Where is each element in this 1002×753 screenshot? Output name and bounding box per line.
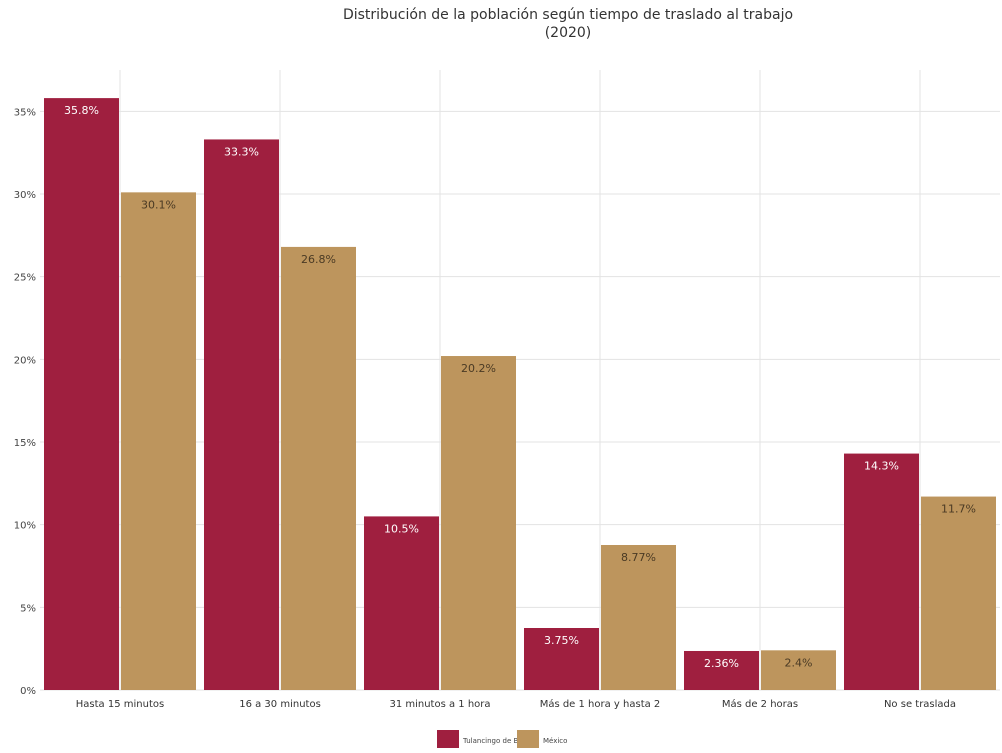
legend-label: México: [543, 737, 567, 745]
legend-swatch: [517, 730, 539, 748]
x-tick-label: Más de 2 horas: [722, 698, 798, 710]
x-tick-label: 31 minutos a 1 hora: [389, 699, 490, 710]
legend: Tulancingo de Bravo México: [437, 730, 567, 748]
data-label: 14.3%: [864, 460, 899, 473]
legend-label: Tulancingo de Bravo: [462, 737, 534, 745]
y-tick-label: 0%: [20, 686, 36, 697]
y-tick-label: 10%: [14, 521, 36, 532]
data-label: 11.7%: [941, 503, 976, 516]
bar-tulancingo: [844, 453, 919, 690]
x-tick-label: Hasta 15 minutos: [76, 699, 164, 710]
data-label: 20.2%: [461, 362, 496, 375]
data-label: 3.75%: [544, 634, 579, 647]
grid: [40, 70, 1000, 691]
data-label: 8.77%: [621, 551, 656, 564]
chart-subtitle: (2020): [545, 25, 592, 41]
legend-swatch: [437, 730, 459, 748]
y-axis: 0% 5% 10% 15% 20% 25% 30% 35%: [14, 107, 36, 697]
y-tick-label: 20%: [14, 355, 36, 366]
data-label: 30.1%: [141, 198, 176, 211]
y-tick-label: 30%: [14, 190, 36, 201]
bars: 35.8% 30.1% 33.3% 26.8% 10.5% 20.2% 3.75% 8.77%…: [44, 98, 996, 690]
bar-mexico: [441, 356, 516, 690]
y-tick-label: 25%: [14, 273, 36, 284]
bar-tulancingo: [524, 628, 599, 690]
bar-mexico: [761, 650, 836, 690]
chart-title: Distribución de la población según tiemp…: [343, 7, 793, 23]
data-label: 10.5%: [384, 522, 419, 535]
bar-mexico: [921, 496, 996, 690]
y-tick-label: 35%: [14, 107, 36, 118]
y-tick-label: 15%: [14, 438, 36, 449]
bar-tulancingo: [204, 139, 279, 690]
data-label: 33.3%: [224, 145, 259, 158]
bar-tulancingo: [364, 516, 439, 690]
data-label: 2.4%: [785, 656, 813, 669]
bar-mexico: [281, 246, 356, 690]
x-tick-label: 16 a 30 minutos: [239, 699, 321, 710]
data-label: 26.8%: [301, 253, 336, 266]
data-label: 2.36%: [704, 657, 739, 670]
bar-tulancingo: [44, 98, 119, 690]
x-axis: Hasta 15 minutos 16 a 30 minutos 31 minuto…: [76, 698, 956, 710]
x-tick-label: Más de 1 hora y hasta 2: [540, 698, 661, 710]
bar-mexico: [601, 545, 676, 690]
data-label: 35.8%: [64, 104, 99, 117]
y-tick-label: 5%: [20, 603, 36, 614]
bar-tulancingo: [684, 650, 759, 690]
bar-mexico: [121, 192, 196, 690]
x-tick-label: No se traslada: [884, 699, 956, 710]
